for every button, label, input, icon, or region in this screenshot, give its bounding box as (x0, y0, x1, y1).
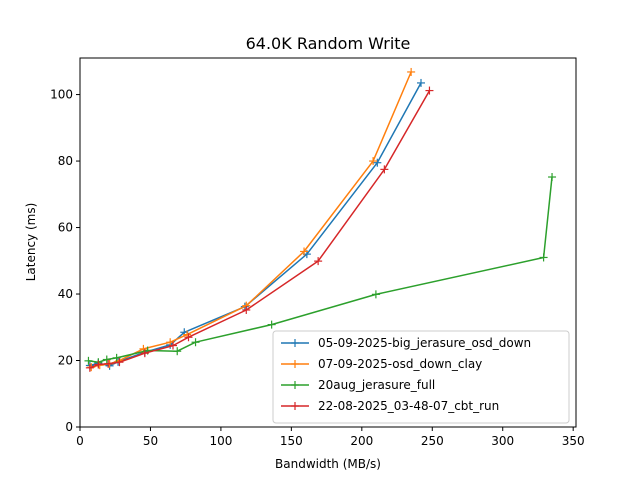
series-2 (84, 173, 557, 367)
data-point (548, 173, 557, 182)
legend-entry: 22-08-2025_03-48-07_cbt_run (281, 399, 499, 413)
x-tick-label: 350 (562, 434, 585, 448)
x-tick-label: 50 (143, 434, 158, 448)
data-point (371, 290, 380, 299)
y-axis-label: Latency (ms) (24, 203, 38, 282)
y-tick-label: 40 (58, 287, 73, 301)
y-tick-label: 100 (50, 88, 73, 102)
data-point (84, 356, 93, 365)
series-layer (84, 67, 557, 372)
data-point (115, 358, 124, 367)
x-tick-label: 200 (350, 434, 373, 448)
legend-entry: 05-09-2025-big_jerasure_osd_down (281, 336, 531, 350)
data-point (94, 360, 103, 369)
x-tick-label: 100 (209, 434, 232, 448)
legend-label: 20aug_jerasure_full (318, 378, 435, 392)
legend-entry: 07-09-2025-osd_down_clay (281, 357, 482, 371)
legend-entry: 20aug_jerasure_full (281, 378, 435, 392)
data-point (380, 165, 389, 174)
y-tick-label: 0 (65, 420, 73, 434)
data-point (173, 347, 182, 356)
legend: 05-09-2025-big_jerasure_osd_down 07-09-20… (272, 330, 570, 424)
data-point (417, 78, 425, 87)
data-point (407, 67, 416, 76)
legend-label: 07-09-2025-osd_down_clay (318, 357, 482, 371)
data-point (242, 305, 251, 314)
data-point (191, 338, 200, 347)
x-tick-label: 300 (491, 434, 514, 448)
data-point (314, 257, 323, 266)
data-point (267, 320, 276, 329)
data-point (300, 247, 309, 256)
data-point (112, 353, 121, 362)
data-point (184, 333, 193, 342)
x-axis-label: Bandwidth (MB/s) (275, 457, 381, 471)
data-point (169, 341, 177, 350)
data-point (425, 86, 434, 95)
data-point (85, 363, 94, 372)
y-axis-ticks: 0 20 40 60 80 100 (50, 88, 80, 434)
legend-box (272, 330, 570, 424)
y-tick-label: 80 (58, 154, 73, 168)
chart-title: 64.0K Random Write (246, 34, 411, 53)
x-tick-label: 250 (421, 434, 444, 448)
x-tick-label: 150 (280, 434, 303, 448)
legend-label: 05-09-2025-big_jerasure_osd_down (318, 336, 531, 350)
data-point (140, 349, 149, 358)
data-point (102, 355, 111, 364)
y-tick-label: 20 (58, 354, 73, 368)
data-point (373, 158, 382, 167)
x-axis-ticks: 0 50 100 150 200 250 300 350 (76, 427, 585, 448)
plot-frame (79, 57, 577, 428)
data-point (104, 359, 113, 368)
x-tick-label: 0 (76, 434, 84, 448)
data-point (369, 157, 378, 166)
series-3 (85, 86, 434, 372)
data-point (539, 253, 548, 262)
legend-label: 22-08-2025_03-48-07_cbt_run (318, 399, 499, 413)
y-tick-label: 60 (58, 221, 73, 235)
axes-layer (79, 57, 577, 428)
